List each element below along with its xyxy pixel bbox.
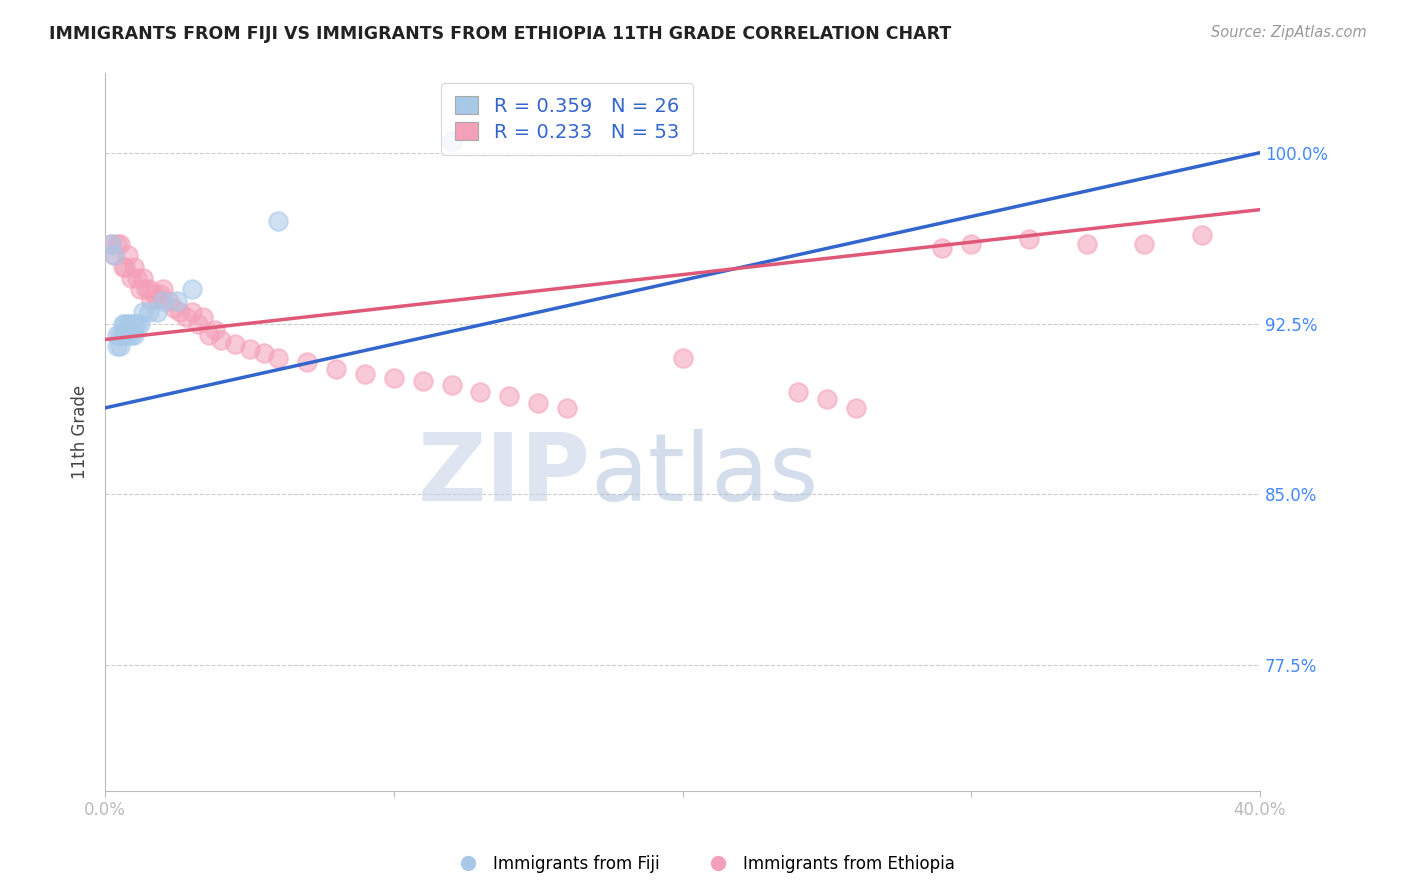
Point (103, 248, 125, 262)
Point (180, 282, 202, 296)
Point (122, 317, 145, 331)
Point (267, 351, 290, 365)
Point (354, 367, 377, 381)
Point (382, 371, 405, 385)
Text: Source: ZipAtlas.com: Source: ZipAtlas.com (1211, 25, 1367, 40)
Point (108, 339, 131, 353)
Point (125, 317, 148, 331)
Point (224, 337, 246, 351)
Point (143, 287, 166, 301)
Point (138, 305, 160, 319)
Point (180, 305, 202, 319)
Point (787, 384, 810, 399)
Legend: R = 0.359   N = 26, R = 0.233   N = 53: R = 0.359 N = 26, R = 0.233 N = 53 (441, 83, 693, 155)
Point (120, 328, 142, 343)
Point (440, 378, 463, 392)
Y-axis label: 11th Grade: 11th Grade (72, 384, 89, 479)
Point (111, 317, 134, 331)
Point (111, 328, 134, 343)
Point (1018, 232, 1040, 246)
Point (146, 305, 169, 319)
Point (108, 328, 131, 343)
Point (157, 293, 180, 308)
Point (931, 241, 953, 255)
Text: ZIP: ZIP (418, 429, 591, 521)
Point (470, 384, 492, 399)
Point (198, 328, 221, 343)
Point (1076, 236, 1098, 251)
Point (169, 305, 191, 319)
Point (128, 317, 150, 331)
Point (132, 271, 155, 285)
Point (117, 248, 139, 262)
Point (238, 342, 260, 356)
Point (122, 328, 145, 343)
Point (166, 293, 188, 308)
Point (174, 310, 197, 324)
Point (120, 271, 142, 285)
Point (108, 236, 131, 251)
Point (815, 392, 838, 406)
Point (122, 260, 145, 274)
Point (128, 282, 150, 296)
Point (671, 351, 693, 365)
Point (105, 236, 128, 251)
Point (209, 333, 232, 347)
Point (555, 401, 578, 415)
Point (117, 317, 139, 331)
Point (114, 317, 136, 331)
Point (100, 236, 122, 251)
Point (114, 328, 136, 343)
Point (117, 328, 139, 343)
Point (163, 301, 186, 315)
Point (103, 248, 125, 262)
Point (325, 362, 347, 376)
Point (105, 339, 128, 353)
Point (141, 293, 163, 308)
Point (527, 396, 550, 410)
Point (845, 401, 868, 415)
Point (111, 260, 134, 274)
Point (1133, 236, 1156, 251)
Point (100, 236, 122, 251)
Point (187, 317, 209, 331)
Point (138, 282, 160, 296)
Point (1191, 227, 1213, 242)
Point (960, 236, 983, 251)
Point (125, 271, 148, 285)
Point (152, 293, 174, 308)
Point (105, 328, 128, 343)
Point (253, 346, 276, 360)
Point (149, 287, 172, 301)
Point (412, 374, 434, 388)
Point (114, 260, 136, 274)
Point (267, 214, 290, 228)
Point (204, 323, 226, 337)
Point (152, 282, 174, 296)
Point (120, 317, 142, 331)
Point (135, 282, 157, 296)
Text: IMMIGRANTS FROM FIJI VS IMMIGRANTS FROM ETHIOPIA 11TH GRADE CORRELATION CHART: IMMIGRANTS FROM FIJI VS IMMIGRANTS FROM … (49, 25, 952, 43)
Point (146, 292, 169, 306)
Legend: Immigrants from Fiji, Immigrants from Ethiopia: Immigrants from Fiji, Immigrants from Et… (444, 848, 962, 880)
Point (498, 389, 520, 403)
Point (193, 310, 215, 324)
Point (297, 355, 319, 369)
Text: atlas: atlas (591, 429, 818, 521)
Point (440, 134, 463, 148)
Point (132, 305, 155, 319)
